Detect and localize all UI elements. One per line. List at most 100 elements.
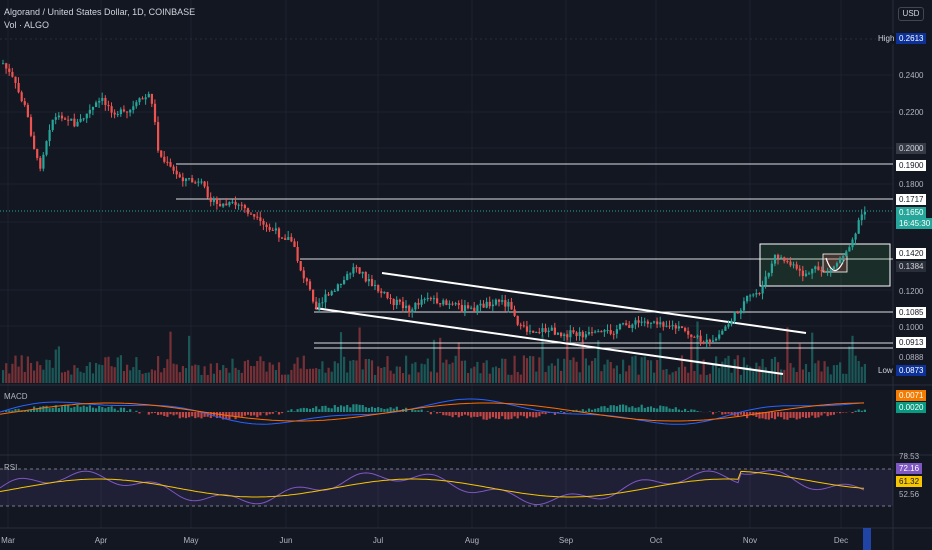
- volume-bar: [64, 371, 67, 383]
- candle-body: [454, 303, 457, 305]
- macd-histogram-bar: [194, 412, 197, 419]
- macd-histogram-bar: [429, 412, 432, 415]
- candle-body: [600, 331, 603, 333]
- volume-bar: [814, 363, 817, 383]
- macd-histogram-bar: [70, 407, 73, 412]
- rsi-indicator-label[interactable]: RSI: [4, 463, 18, 472]
- volume-bar: [315, 368, 318, 383]
- volume-bar: [250, 365, 253, 383]
- candle-body: [209, 197, 212, 202]
- macd-histogram-bar: [281, 412, 284, 414]
- macd-histogram-bar: [522, 412, 525, 417]
- candle-body: [237, 204, 240, 206]
- volume-bar: [612, 368, 615, 383]
- candle-body: [231, 201, 234, 203]
- volume-bar: [48, 360, 51, 383]
- candle-body: [234, 201, 237, 206]
- candle-body: [445, 300, 448, 305]
- volume-bar: [153, 370, 157, 383]
- macd-histogram-bar: [860, 410, 863, 412]
- macd-histogram-bar: [122, 407, 126, 412]
- candle-body: [51, 119, 54, 130]
- time-tick-oct: Oct: [649, 536, 663, 545]
- volume-bar: [817, 360, 820, 383]
- price-tag-0200: 0.2000: [896, 143, 927, 154]
- volume-bar: [451, 362, 454, 383]
- macd-histogram-bar: [315, 406, 318, 412]
- candle-body: [680, 326, 684, 329]
- currency-button[interactable]: USD: [898, 7, 924, 21]
- macd-histogram-bar: [811, 412, 814, 416]
- macd-histogram-bar: [758, 412, 761, 419]
- candle-body: [305, 278, 308, 282]
- candle-body: [163, 156, 166, 162]
- time-axis-cursor[interactable]: [863, 528, 871, 550]
- candle-body: [315, 301, 318, 309]
- macd-histogram-bar: [293, 411, 296, 412]
- volume-bar: [113, 367, 116, 383]
- volume-bar: [516, 371, 519, 383]
- candle-body: [219, 203, 222, 207]
- candle-body: [39, 157, 42, 169]
- volume-bar: [494, 366, 498, 383]
- macd-histogram-bar: [432, 411, 436, 412]
- symbol-title[interactable]: Algorand / United States Dollar, 1D, COI…: [4, 7, 196, 17]
- macd-histogram-bar: [755, 412, 758, 417]
- macd-histogram-bar: [336, 406, 339, 412]
- macd-histogram-bar: [532, 412, 535, 418]
- candle-body: [851, 239, 854, 248]
- macd-histogram-bar: [504, 412, 507, 420]
- macd-histogram-bar: [181, 412, 184, 418]
- macd-histogram-bar: [736, 412, 739, 417]
- volume-bar: [832, 365, 835, 383]
- macd-histogram-bar: [711, 412, 715, 415]
- candle-body: [525, 326, 529, 332]
- macd-histogram-bar: [330, 408, 333, 412]
- macd-histogram-bar: [104, 408, 107, 412]
- volume-bar: [519, 374, 522, 383]
- macd-histogram-bar: [339, 405, 343, 412]
- macd-histogram-bar: [8, 410, 11, 412]
- channel-upper-line: [381, 272, 807, 334]
- candle-body: [460, 304, 463, 312]
- macd-histogram-bar: [57, 408, 60, 412]
- candle-body: [333, 290, 336, 292]
- macd-histogram-bar: [386, 408, 389, 412]
- macd-histogram-bar: [200, 412, 203, 419]
- candle-body: [439, 303, 442, 305]
- low-price-tag: 0.0873: [896, 365, 927, 376]
- candle-body: [674, 325, 677, 329]
- candle-body: [436, 298, 439, 304]
- macd-histogram-bar: [628, 407, 631, 412]
- volume-bar: [510, 374, 513, 383]
- macd-histogram-bar: [507, 412, 510, 420]
- volume-bar: [432, 339, 436, 383]
- volume-bar: [491, 367, 494, 383]
- volume-bar: [569, 359, 572, 383]
- macd-indicator-label[interactable]: MACD: [4, 392, 28, 401]
- time-tick-sep: Sep: [558, 536, 574, 545]
- candle-body: [172, 166, 175, 171]
- candle-body: [253, 214, 256, 217]
- volume-bar: [14, 355, 17, 383]
- volume-bar: [550, 363, 553, 383]
- volume-bar: [327, 367, 330, 383]
- candle-body: [135, 102, 138, 107]
- macd-histogram-bar: [116, 410, 119, 412]
- volume-indicator-label[interactable]: Vol · ALGO: [4, 20, 50, 30]
- volume-bar: [212, 373, 215, 383]
- volume-bar: [405, 355, 408, 383]
- candle-body: [646, 321, 649, 324]
- volume-bar: [194, 364, 197, 383]
- volume-bar: [711, 363, 715, 383]
- volume-bar: [780, 369, 783, 383]
- volume-bar: [556, 358, 560, 383]
- candle-body: [178, 174, 181, 178]
- volume-bar: [398, 366, 401, 383]
- volume-bar: [386, 356, 389, 383]
- macd-histogram-bar: [832, 412, 835, 415]
- volume-bar: [277, 362, 281, 383]
- candle-body: [569, 330, 572, 338]
- candle-body: [429, 298, 432, 300]
